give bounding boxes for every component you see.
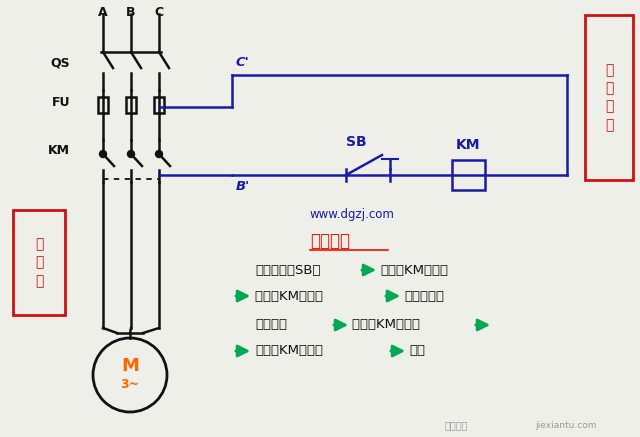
Circle shape [99, 150, 106, 157]
Text: 动作过程: 动作过程 [310, 232, 350, 250]
Text: 线圈（KM）通电: 线圈（KM）通电 [380, 264, 448, 277]
Text: 线圈（KM）断电: 线圈（KM）断电 [352, 319, 429, 332]
Text: jiexiantu.com: jiexiantu.com [535, 421, 596, 430]
Text: 主
电
路: 主 电 路 [35, 237, 43, 288]
Text: 控
制
电
路: 控 制 电 路 [605, 63, 613, 132]
Text: B': B' [236, 180, 250, 193]
Bar [154, 97, 164, 113]
Text: 电工之家: 电工之家 [445, 420, 468, 430]
Text: B: B [126, 6, 136, 19]
Bar [451, 160, 484, 190]
Text: 电机转动；: 电机转动； [404, 289, 444, 302]
Bar [126, 97, 136, 113]
Text: 按鈕松开: 按鈕松开 [255, 319, 287, 332]
Text: FU: FU [51, 97, 70, 110]
Text: C': C' [236, 56, 250, 69]
Text: SB: SB [346, 135, 366, 149]
Text: 按下按鈕（SB）: 按下按鈕（SB） [255, 264, 321, 277]
Text: www.dgzj.com: www.dgzj.com [310, 208, 395, 221]
Text: KM: KM [456, 138, 480, 152]
Text: 3~: 3~ [120, 378, 140, 392]
Text: M: M [121, 357, 139, 375]
Text: KM: KM [48, 143, 70, 156]
Bar [585, 15, 633, 180]
Text: QS: QS [51, 56, 70, 69]
Text: A: A [98, 6, 108, 19]
Text: 触头（KM）打开: 触头（KM）打开 [255, 344, 323, 357]
Text: C: C [154, 6, 164, 19]
Circle shape [156, 150, 163, 157]
Text: 触头（KM）闭合: 触头（KM）闭合 [255, 289, 327, 302]
Text: 电机: 电机 [409, 344, 425, 357]
Bar [98, 97, 108, 113]
Bar [13, 210, 65, 315]
Circle shape [127, 150, 134, 157]
